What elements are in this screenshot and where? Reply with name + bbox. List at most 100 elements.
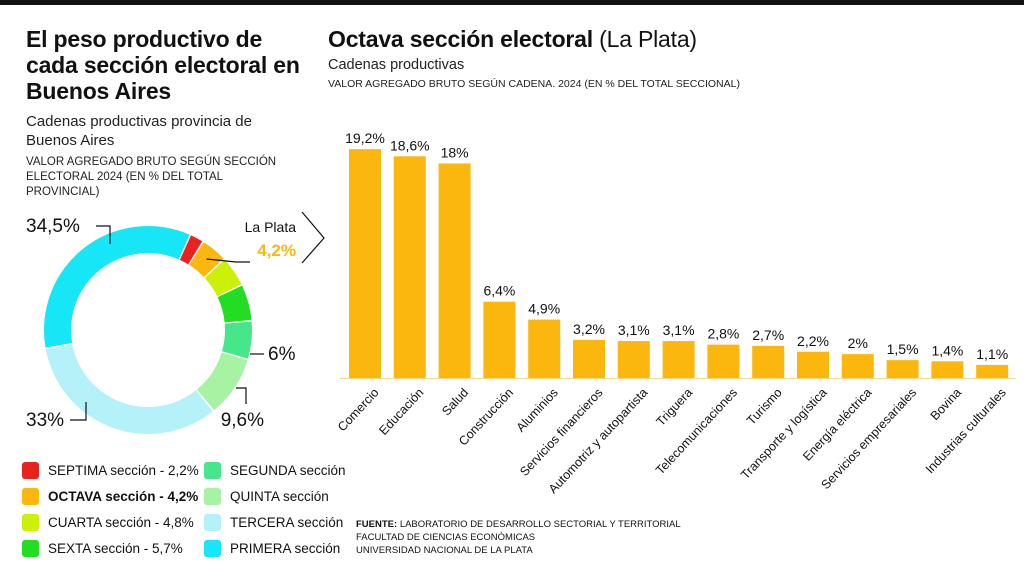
bar-1 (349, 149, 381, 378)
right-chart-subtitle: Cadenas productivas (328, 57, 465, 73)
top-rule (0, 0, 1024, 5)
callout-value: 4,2% (257, 241, 296, 260)
bar-3 (438, 163, 471, 378)
bar-7 (617, 341, 650, 378)
bar-category-label-3: Salud (439, 385, 471, 418)
legend-swatch-cuarta (22, 514, 39, 531)
bar-category-label-5: Aluminios (514, 385, 561, 434)
bar-category-label-10: Turismo (744, 385, 785, 427)
legend-swatch-segunda (204, 462, 221, 479)
bar-category-label-11: Transporte y logística (738, 385, 829, 482)
bar-value-label-5: 4,9% (528, 301, 560, 317)
bar-6 (573, 339, 605, 378)
bar-12 (841, 354, 874, 378)
donut-leader-primera (96, 225, 111, 244)
right-chart-title-main: Octava sección electoral (328, 26, 593, 52)
bar-value-label-10: 2,7% (752, 327, 784, 343)
bar-value-label-8: 3,1% (663, 322, 695, 338)
donut-slice-tercera (45, 344, 213, 434)
left-chart-title: El peso productivo de cada sección elect… (26, 26, 300, 104)
legend-swatch-octava (22, 488, 39, 505)
source-line-1: LABORATORIO DE DESARROLLO SECTORIAL Y TE… (399, 519, 681, 530)
legend-label-quinta: QUINTA sección (230, 489, 329, 504)
legend-swatch-primera (204, 540, 221, 557)
donut-slice-cuarta (204, 259, 242, 297)
bar-category-label-14: Bovina (928, 385, 964, 423)
donut-slice-octava (189, 242, 224, 278)
bar-category-label-15: Industrias culturales (923, 385, 1009, 476)
legend-label-cuarta: CUARTA sección - 4,8% (48, 515, 194, 530)
bar-category-label-6: Servicios financieros (517, 385, 605, 478)
legend-label-segunda: SEGUNDA sección (230, 463, 346, 478)
bar-5 (528, 319, 561, 378)
right-chart-note: VALOR AGREGADO BRUTO SEGÚN CADENA. 2024 … (328, 78, 740, 90)
bar-value-label-13: 1,5% (887, 341, 919, 357)
bar-category-label-2: Educación (376, 385, 426, 437)
source-line-2: FACULTAD DE CIENCIAS ECONÓMICAS (356, 532, 536, 543)
bar-value-label-15: 1,1% (976, 346, 1008, 362)
legend-label-octava: OCTAVA sección - 4,2% (48, 489, 199, 504)
legend-label-primera: PRIMERA sección (230, 541, 341, 556)
legend-label-septima: SEPTIMA sección - 2,2% (48, 463, 199, 478)
bar-2 (393, 156, 426, 378)
legend-swatch-tercera (204, 514, 221, 531)
donut-label-quinta: 9,6% (221, 410, 264, 431)
bar-15 (976, 364, 1009, 378)
legend-swatch-sexta (22, 540, 39, 557)
legend-label-tercera: TERCERA sección (230, 515, 344, 530)
bar-value-label-2: 18,6% (390, 137, 430, 153)
legend-item-septima: SEPTIMA sección - 2,2% (22, 462, 199, 479)
bar-value-label-7: 3,1% (618, 322, 650, 338)
donut-label-tercera: 33% (26, 410, 64, 431)
bar-11 (797, 351, 829, 378)
bar-13 (886, 360, 919, 378)
bar-category-label-8: Triguera (654, 385, 696, 428)
bar-value-label-14: 1,4% (931, 342, 963, 358)
legend-label-sexta: SEXTA sección - 5,7% (48, 541, 183, 556)
legend-item-tercera: TERCERA sección (204, 514, 343, 531)
donut-chart: 6% 9,6% 33% 34,5% (26, 216, 296, 434)
legend-swatch-septima (22, 462, 39, 479)
bar-value-label-12: 2% (848, 335, 868, 351)
bar-14 (931, 361, 964, 378)
legend-item-quinta: QUINTA sección (204, 488, 329, 505)
source-block: FUENTE: LABORATORIO DE DESARROLLO SECTOR… (356, 518, 681, 557)
bar-10 (752, 345, 785, 378)
donut-label-segunda: 6% (268, 344, 296, 365)
right-chart-title-place: (La Plata) (599, 26, 697, 52)
callout-chevron (301, 211, 325, 264)
bar-category-label-1: Comercio (335, 385, 382, 434)
bar-chart: 19,2%Comercio18,6%Educación18%Salud6,4%C… (335, 130, 1016, 496)
bar-value-label-3: 18% (441, 144, 469, 160)
callout-leader (206, 258, 250, 263)
bar-9 (707, 344, 740, 378)
legend-item-segunda: SEGUNDA sección (204, 462, 346, 479)
donut-leader-quinta (236, 387, 247, 404)
donut-legend: SEPTIMA sección - 2,2% OCTAVA sección - 4… (22, 462, 352, 566)
bar-category-label-9: Telecomunicaciones (653, 385, 740, 477)
bar-4 (483, 301, 516, 378)
right-chart-title: Octava sección electoral (La Plata) (328, 26, 697, 53)
legend-item-sexta: SEXTA sección - 5,7% (22, 540, 183, 557)
bar-8 (662, 341, 695, 378)
source-label: FUENTE: (356, 519, 398, 530)
bar-value-label-9: 2,8% (707, 326, 739, 342)
bar-value-label-11: 2,2% (797, 333, 829, 349)
legend-item-primera: PRIMERA sección (204, 540, 340, 557)
donut-label-primera: 34,5% (26, 216, 80, 237)
bar-value-label-6: 3,2% (573, 321, 605, 337)
source-line-3: UNIVERSIDAD NACIONAL DE LA PLATA (356, 545, 533, 556)
donut-slice-septima (179, 235, 203, 265)
bar-value-label-4: 6,4% (483, 283, 515, 299)
callout-city: La Plata (245, 219, 297, 235)
donut-slice-segunda (222, 321, 252, 359)
bar-value-label-1: 19,2% (345, 130, 385, 146)
legend-item-cuarta: CUARTA sección - 4,8% (22, 514, 194, 531)
donut-slice-quinta (196, 352, 248, 411)
legend-swatch-quinta (204, 488, 221, 505)
left-chart-note: VALOR AGREGADO BRUTO SEGÚN SECCIÓN ELECT… (26, 156, 277, 198)
donut-slice-primera (44, 226, 190, 348)
donut-slice-sexta (217, 285, 252, 323)
donut-leader-tercera (70, 402, 87, 421)
